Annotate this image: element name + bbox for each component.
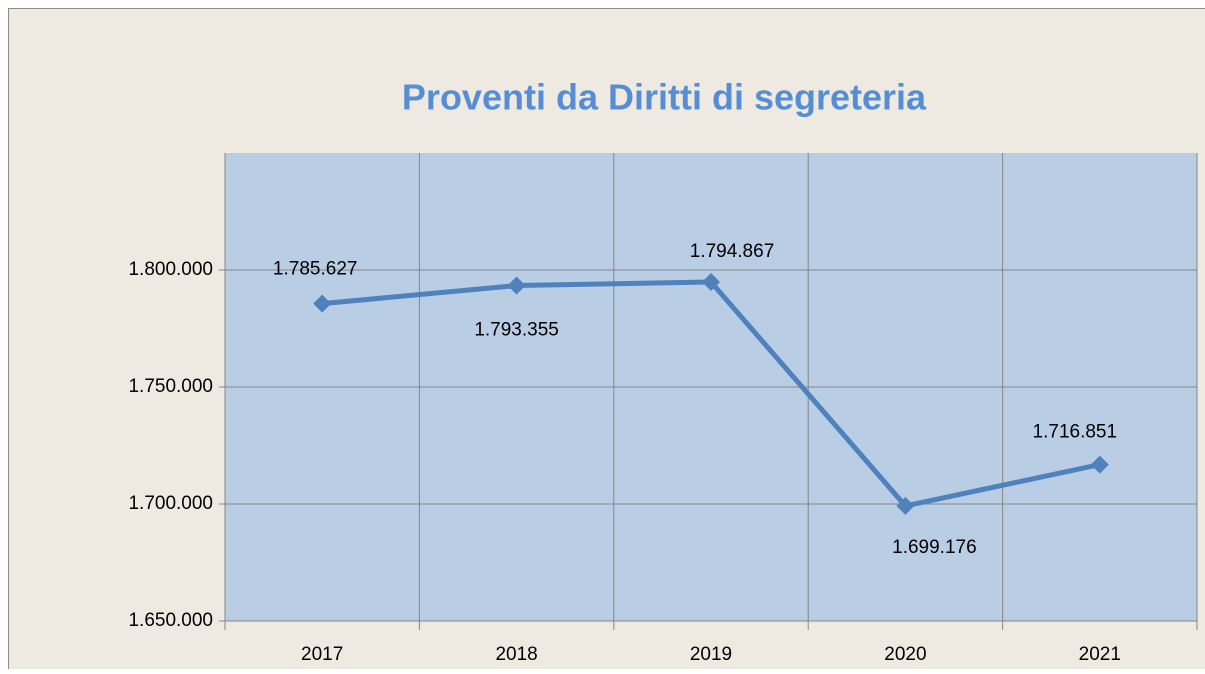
x-tick-label: 2019 (690, 644, 732, 665)
data-label: 1.794.867 (690, 241, 775, 262)
data-label: 1.785.627 (273, 259, 358, 280)
data-label: 1.716.851 (1033, 422, 1118, 443)
x-tick-label: 2018 (495, 644, 537, 665)
y-tick-label: 1.700.000 (128, 493, 213, 514)
x-tick-label: 2017 (301, 644, 343, 665)
y-tick-label: 1.650.000 (128, 610, 213, 631)
x-tick-label: 2020 (884, 644, 926, 665)
data-label: 1.793.355 (474, 320, 559, 341)
y-tick-label: 1.800.000 (128, 259, 213, 280)
x-tick-label: 2021 (1079, 644, 1121, 665)
y-tick-label: 1.750.000 (128, 376, 213, 397)
data-label: 1.699.176 (892, 537, 977, 558)
chart-title: Proventi da Diritti di segreteria (402, 77, 927, 118)
